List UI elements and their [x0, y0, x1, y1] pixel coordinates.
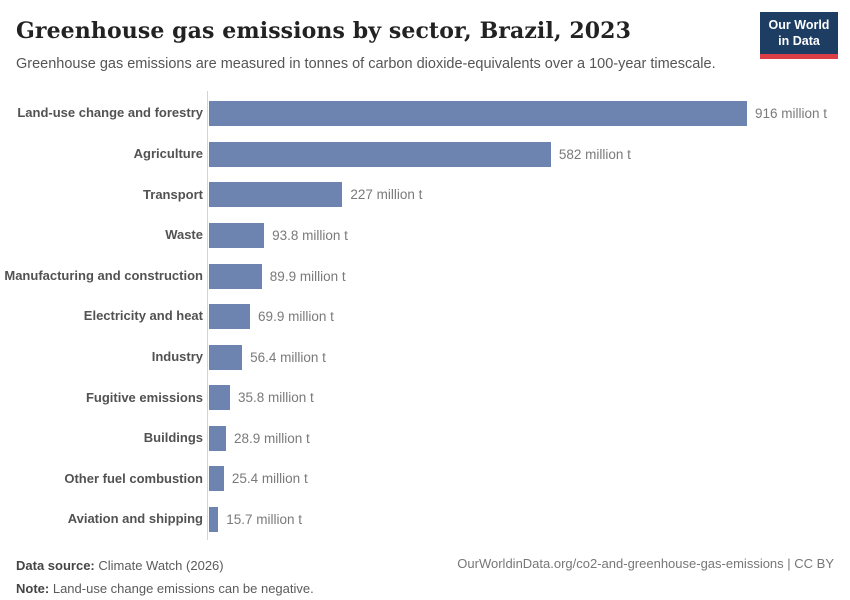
- bar-area: 69.9 million t: [203, 304, 834, 330]
- bar[interactable]: [209, 263, 262, 289]
- bar-area: 89.9 million t: [203, 263, 834, 289]
- category-label: Industry: [151, 349, 203, 365]
- chart-row: Aviation and shipping 15.7 million t: [0, 499, 834, 540]
- bar[interactable]: [209, 344, 243, 370]
- chart-subtitle: Greenhouse gas emissions are measured in…: [16, 55, 716, 72]
- value-label: 916 million t: [755, 106, 828, 122]
- bar[interactable]: [209, 304, 251, 330]
- bar-area: 56.4 million t: [203, 344, 834, 370]
- bar[interactable]: [209, 101, 747, 127]
- chart-footer: Data source: Climate Watch (2026) Note: …: [16, 555, 834, 600]
- chart-row: Fugitive emissions 35.8 million t: [0, 378, 834, 419]
- value-label: 56.4 million t: [250, 349, 326, 365]
- bar-area: 227 million t: [203, 182, 834, 208]
- bar[interactable]: [209, 182, 343, 208]
- footer-left: Data source: Climate Watch (2026) Note: …: [16, 555, 314, 600]
- category-label: Manufacturing and construction: [4, 267, 203, 283]
- bar-area: 35.8 million t: [203, 385, 834, 411]
- bar-area: 93.8 million t: [203, 222, 834, 248]
- category-label: Transport: [143, 186, 203, 202]
- chart-row: Electricity and heat 69.9 million t: [0, 296, 834, 337]
- value-label: 28.9 million t: [233, 430, 310, 446]
- value-label: 15.7 million t: [226, 512, 303, 528]
- bar-area: 28.9 million t: [203, 425, 834, 451]
- owid-logo-line1: Our World: [768, 18, 830, 32]
- data-source-text: Climate Watch (2026): [98, 557, 224, 573]
- note-line: Note: Land-use change emissions can be n…: [16, 578, 314, 600]
- chart-row: Industry 56.4 million t: [0, 337, 834, 378]
- data-source-line: Data source: Climate Watch (2026): [16, 555, 314, 578]
- chart-row: Land-use change and forestry 916 million …: [0, 93, 834, 134]
- bar[interactable]: [209, 466, 224, 492]
- category-label: Aviation and shipping: [67, 511, 203, 527]
- owid-logo[interactable]: Our World in Data: [760, 12, 838, 59]
- category-label: Other fuel combustion: [64, 470, 203, 486]
- value-label: 69.9 million t: [258, 309, 334, 325]
- bar[interactable]: [209, 222, 265, 248]
- bar-area: 15.7 million t: [203, 507, 834, 533]
- value-label: 227 million t: [350, 187, 423, 203]
- chart-row: Manufacturing and construction 89.9 milli…: [0, 256, 834, 297]
- y-axis-line: [207, 91, 208, 540]
- value-label: 582 million t: [558, 146, 631, 162]
- note-label: Note:: [16, 580, 50, 596]
- bar-area: 25.4 million t: [203, 466, 834, 492]
- chart-row: Waste 93.8 million t: [0, 215, 834, 256]
- bar[interactable]: [209, 507, 219, 533]
- bar-area: 916 million t: [203, 101, 834, 127]
- category-label: Waste: [165, 227, 203, 243]
- footer-url[interactable]: OurWorldinData.org/co2-and-greenhouse-ga…: [457, 555, 834, 571]
- data-source-label: Data source:: [16, 557, 95, 573]
- bar-chart: Land-use change and forestry 916 million …: [0, 91, 834, 540]
- category-label: Electricity and heat: [83, 308, 203, 324]
- bar[interactable]: [209, 425, 226, 451]
- category-label: Buildings: [143, 430, 203, 446]
- value-label: 25.4 million t: [231, 471, 308, 487]
- bar[interactable]: [209, 385, 231, 411]
- value-label: 35.8 million t: [238, 390, 314, 406]
- category-label: Fugitive emissions: [85, 389, 203, 405]
- bar-area: 582 million t: [203, 141, 834, 167]
- owid-logo-line2: in Data: [778, 34, 820, 49]
- category-label: Agriculture: [133, 146, 203, 162]
- value-label: 93.8 million t: [272, 227, 348, 243]
- bar[interactable]: [209, 141, 551, 167]
- value-label: 89.9 million t: [269, 268, 346, 284]
- category-label: Land-use change and forestry: [17, 105, 203, 121]
- chart-row: Other fuel combustion 25.4 million t: [0, 459, 834, 500]
- chart-row: Buildings 28.9 million t: [0, 418, 834, 459]
- page-title: Greenhouse gas emissions by sector, Braz…: [16, 18, 631, 44]
- chart-row: Transport 227 million t: [0, 175, 834, 216]
- note-text: Land-use change emissions can be negativ…: [52, 580, 314, 596]
- chart-row: Agriculture 582 million t: [0, 134, 834, 175]
- chart-header: Greenhouse gas emissions by sector, Braz…: [16, 12, 838, 73]
